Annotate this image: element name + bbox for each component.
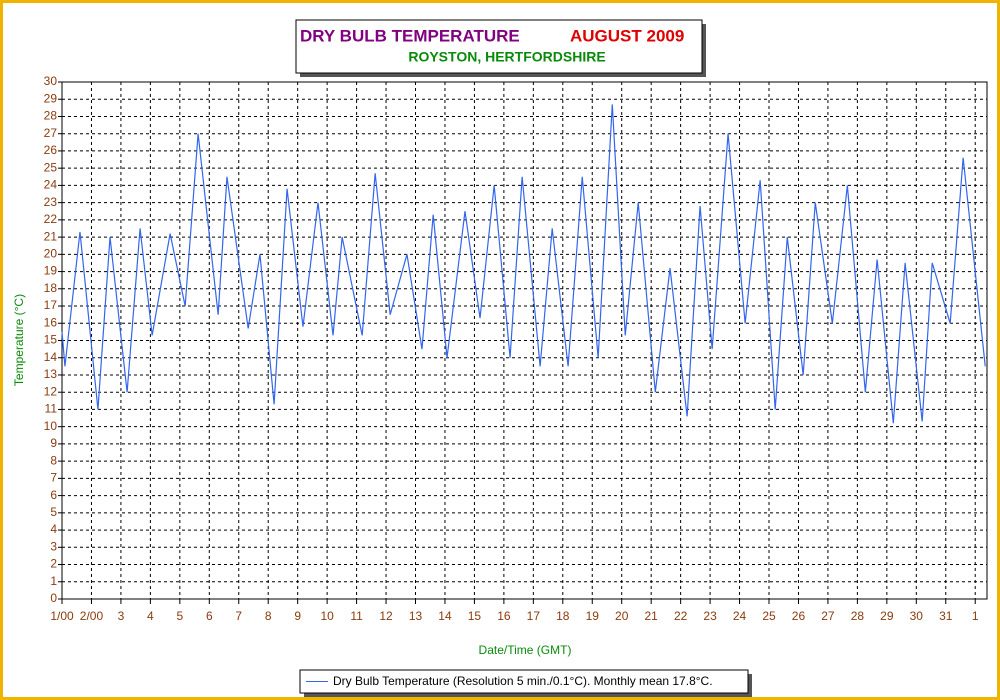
chart-title: DRY BULB TEMPERATURE [300, 26, 520, 45]
x-tick-label: 23 [703, 609, 717, 623]
y-tick-label: 3 [50, 539, 57, 553]
y-tick-label: 28 [44, 109, 58, 123]
y-tick-label: 23 [44, 195, 58, 209]
x-tick-label: 19 [586, 609, 600, 623]
y-tick-label: 22 [44, 212, 58, 226]
y-tick-label: 11 [45, 402, 58, 416]
y-tick-label: 25 [44, 160, 58, 174]
x-tick-label: 24 [733, 609, 747, 623]
x-tick-label: 31 [939, 609, 953, 623]
x-tick-label: 17 [527, 609, 541, 623]
chart-subtitle: ROYSTON, HERTFORDSHIRE [408, 49, 605, 65]
y-tick-label: 21 [44, 229, 58, 243]
x-axis-label: Date/Time (GMT) [479, 643, 572, 657]
y-tick-label: 16 [44, 315, 58, 329]
x-tick-label: 7 [235, 609, 242, 623]
y-tick-label: 29 [44, 91, 58, 105]
title-box [295, 19, 703, 74]
x-tick-label: 1/00 [50, 609, 74, 623]
y-tick-label: 9 [50, 436, 57, 450]
x-tick-label: 10 [320, 609, 334, 623]
y-tick-label: 19 [44, 264, 58, 278]
x-tick-label: 25 [762, 609, 776, 623]
x-tick-label: 30 [910, 609, 924, 623]
x-tick-label: 26 [792, 609, 806, 623]
data-line [61, 104, 986, 424]
x-tick-label: 3 [118, 609, 125, 623]
y-axis-label: Temperature (°C) [12, 294, 26, 386]
x-tick-label: 6 [206, 609, 213, 623]
x-tick-label: 29 [880, 609, 894, 623]
x-tick-label: 16 [497, 609, 511, 623]
x-tick-label: 18 [556, 609, 570, 623]
y-tick-label: 24 [44, 178, 58, 192]
y-tick-label: 18 [44, 281, 58, 295]
y-tick-label: 5 [50, 505, 57, 519]
x-tick-label: 20 [615, 609, 629, 623]
x-tick-label: 15 [468, 609, 482, 623]
x-tick-label: 13 [409, 609, 423, 623]
y-tick-label: 6 [50, 488, 57, 502]
y-tick-label: 27 [44, 126, 58, 140]
x-tick-label: 14 [438, 609, 452, 623]
y-tick-label: 10 [44, 419, 58, 433]
y-tick-label: 17 [44, 298, 58, 312]
x-tick-label: 28 [851, 609, 865, 623]
y-tick-label: 2 [50, 557, 57, 571]
y-tick-label: 15 [44, 333, 58, 347]
x-tick-label: 2/00 [80, 609, 104, 623]
y-tick-label: 30 [44, 74, 58, 88]
y-tick-label: 8 [50, 453, 57, 467]
y-tick-label: 26 [44, 143, 58, 157]
y-tick-label: 7 [50, 471, 57, 485]
y-tick-label: 12 [44, 384, 58, 398]
x-tick-label: 11 [350, 609, 363, 623]
x-tick-label: 1 [972, 609, 979, 623]
x-tick-label: 22 [674, 609, 688, 623]
y-tick-label: 0 [50, 591, 57, 605]
y-tick-label: 13 [44, 367, 58, 381]
x-tick-label: 9 [294, 609, 301, 623]
x-tick-label: 27 [821, 609, 835, 623]
legend [299, 669, 749, 694]
chart-title-period: AUGUST 2009 [570, 26, 684, 45]
y-tick-label: 4 [50, 522, 57, 536]
x-tick-label: 5 [176, 609, 183, 623]
x-tick-label: 4 [147, 609, 154, 623]
x-tick-label: 8 [265, 609, 272, 623]
y-tick-label: 1 [50, 574, 57, 588]
legend-label: Dry Bulb Temperature (Resolution 5 min./… [333, 674, 713, 688]
y-tick-label: 14 [44, 350, 58, 364]
y-tick-label: 20 [44, 247, 58, 261]
x-tick-label: 21 [644, 609, 658, 623]
x-tick-label: 12 [379, 609, 393, 623]
